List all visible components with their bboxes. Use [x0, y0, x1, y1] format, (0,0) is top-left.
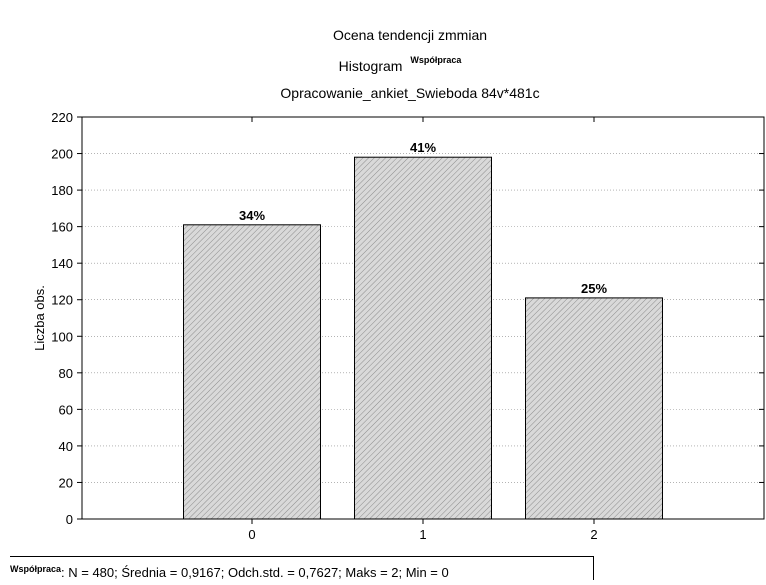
y-tick-label: 220	[51, 110, 73, 125]
variable-superscript: Współpraca	[410, 55, 462, 65]
y-tick-label: 80	[59, 366, 73, 381]
x-axis-ticks: 0 1 2	[248, 117, 598, 542]
bar-1	[354, 156, 492, 520]
stats-variable: Współpraca	[10, 564, 62, 574]
y-axis-title: Liczba obs.	[32, 285, 47, 351]
plot-frame	[81, 116, 765, 520]
bar-data-label: 41%	[410, 140, 436, 155]
chart-source: Opracowanie_ankiet_Swieboda 84v*481c	[280, 85, 539, 101]
chart-title: Ocena tendencji zmmian	[333, 27, 487, 43]
x-tick-label: 2	[590, 527, 597, 542]
x-tick-label: 0	[248, 527, 255, 542]
stats-box: Współpraca: N = 480; Średnia = 0,9167; O…	[10, 556, 594, 580]
y-tick-label: 180	[51, 183, 73, 198]
y-tick-label: 140	[51, 256, 73, 271]
histogram-label: Histogram	[339, 58, 403, 74]
chart-subtitle: Histogram Współpraca	[339, 55, 463, 74]
y-tick-label: 0	[66, 512, 73, 527]
y-tick-label: 60	[59, 402, 73, 417]
y-tick-label: 160	[51, 220, 73, 235]
bars-group: 34% 41% 25%	[183, 140, 663, 520]
bar-data-label: 25%	[581, 281, 607, 296]
y-tick-label: 100	[51, 329, 73, 344]
y-axis-ticks: 0 20 40 60 80 100 120 140 160 180 200 220	[51, 110, 764, 527]
y-tick-label: 20	[59, 475, 73, 490]
stats-text: : N = 480; Średnia = 0,9167; Odch.std. =…	[61, 565, 449, 580]
bar-0	[183, 224, 321, 520]
y-tick-label: 40	[59, 439, 73, 454]
bar-data-label: 34%	[239, 208, 265, 223]
x-tick-label: 1	[419, 527, 426, 542]
bar-2	[525, 297, 663, 520]
y-tick-label: 200	[51, 147, 73, 162]
y-tick-label: 120	[51, 293, 73, 308]
